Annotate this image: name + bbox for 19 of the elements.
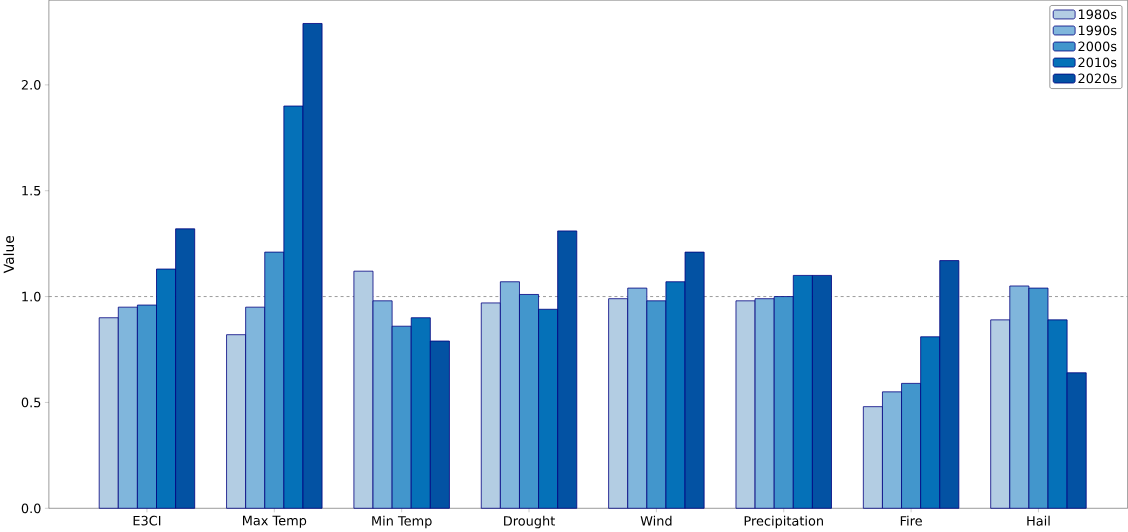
x-tick-label: Min Temp bbox=[372, 515, 432, 529]
y-tick-label: 1.5 bbox=[22, 186, 41, 196]
legend-label: 2000s bbox=[1078, 41, 1117, 52]
x-tick-label: Max Temp bbox=[243, 516, 307, 529]
legend-label: 1990s bbox=[1078, 25, 1117, 36]
x-tick-label: Precipitation bbox=[744, 515, 823, 529]
y-tick-label: 0.5 bbox=[21, 397, 41, 408]
y-tick-label: 0.0 bbox=[21, 503, 41, 514]
x-tick-label: Fire bbox=[900, 515, 922, 526]
y-tick-label: 2.0 bbox=[21, 80, 41, 90]
y-tick-label: 1.0 bbox=[22, 291, 41, 302]
legend-label: 2010s bbox=[1078, 57, 1117, 68]
x-tick-label: Drought bbox=[504, 515, 555, 529]
legend-label: 1980s bbox=[1078, 9, 1117, 20]
x-tick-label: Hail bbox=[1027, 515, 1050, 526]
legend-label: 2020s bbox=[1078, 73, 1117, 84]
x-tick-label: E3CI bbox=[133, 516, 161, 526]
y-axis-title: Value bbox=[3, 236, 15, 274]
x-tick-label: Wind bbox=[640, 515, 672, 526]
